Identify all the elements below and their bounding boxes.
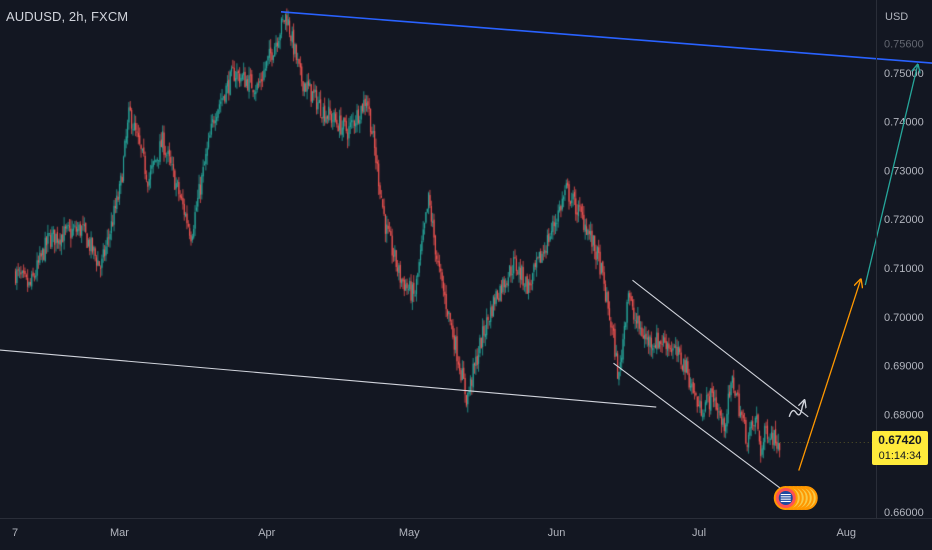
x-tick-label: May <box>399 527 420 539</box>
y-tick-label: 0.71000 <box>884 263 924 275</box>
projection-arrow-orange[interactable] <box>798 280 861 471</box>
support-trendline[interactable] <box>0 349 657 408</box>
y-tick-label: 0.68000 <box>884 409 924 421</box>
channel-upper-line[interactable] <box>632 279 809 418</box>
currency-label[interactable]: USD <box>885 11 909 23</box>
y-tick-label: 0.66000 <box>884 507 924 519</box>
y-tick-label: 0.75000 <box>884 68 924 80</box>
time-axis-divider <box>0 518 932 519</box>
projection-arrow-green[interactable] <box>864 65 917 286</box>
y-tick-label: 0.70000 <box>884 312 924 324</box>
x-tick-label: Apr <box>258 527 275 539</box>
last-price-value: 0.67420 <box>878 433 922 447</box>
x-tick-label: Aug <box>836 527 856 539</box>
x-tick-label: 7 <box>12 527 18 539</box>
y-tick-label: 0.75600 <box>884 39 924 51</box>
x-tick-label: Mar <box>110 527 129 539</box>
y-tick-label: 0.72000 <box>884 214 924 226</box>
economic-events-badge[interactable] <box>773 486 818 510</box>
x-tick-label: Jul <box>692 527 706 539</box>
symbol-title[interactable]: AUDUSD, 2h, FXCM <box>6 9 129 24</box>
x-tick-label: Jun <box>548 527 566 539</box>
channel-lower-line[interactable] <box>613 362 790 496</box>
price-axis-divider <box>876 0 877 518</box>
bar-countdown: 01:14:34 <box>878 450 922 462</box>
squiggle-arrow[interactable] <box>788 401 804 418</box>
y-tick-label: 0.73000 <box>884 165 924 177</box>
last-price-tag: 0.67420 01:14:34 <box>872 431 928 465</box>
y-tick-label: 0.69000 <box>884 361 924 373</box>
resistance-trendline[interactable] <box>280 11 932 67</box>
